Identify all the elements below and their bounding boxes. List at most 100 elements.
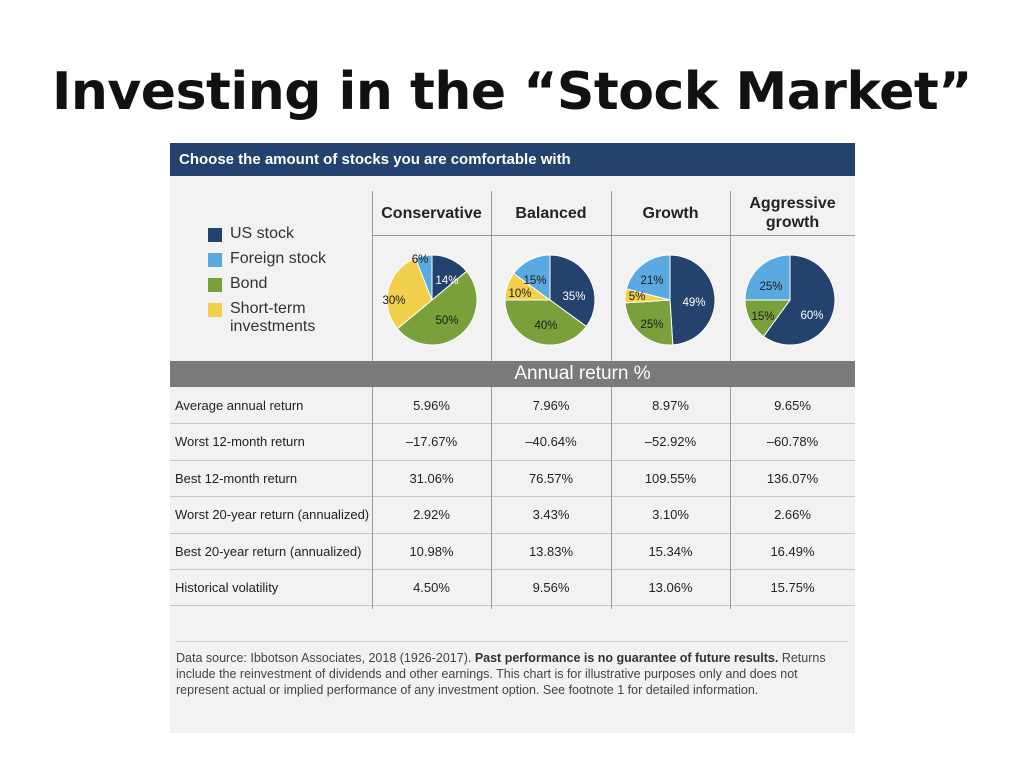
swatch-us-stock: [208, 228, 222, 242]
table-cell: 16.49%: [770, 543, 815, 559]
legend-label: Foreign stock: [230, 250, 327, 267]
col-header-growth: Growth: [611, 191, 730, 235]
pie-slice: [414, 254, 433, 301]
pie-slice-label: 15%: [523, 275, 546, 287]
table-cell: 15.34%: [648, 543, 693, 559]
footnote-source: Data source: Ibbotson Associates, 2018 (…: [176, 651, 475, 665]
row-divider: [170, 459, 855, 461]
annual-return-band: Annual return %: [170, 361, 855, 387]
col-header-balanced: Balanced: [491, 191, 611, 235]
pie-slice-label: 25%: [640, 319, 663, 331]
col-header-label: Growth: [642, 204, 699, 222]
table-cell: –17.67%: [405, 434, 458, 450]
pie-slice-label: 49%: [682, 297, 705, 309]
table-row: Worst 20-year return (annualized) 2.92% 3.…: [170, 496, 855, 532]
column-divider: [730, 387, 731, 610]
legend-label-line2: investments: [230, 318, 316, 335]
panel-banner: Choose the amount of stocks you are comf…: [170, 143, 855, 176]
column-divider: [372, 387, 373, 610]
table-cell: 3.10%: [652, 507, 689, 523]
table-cell: 9.56%: [532, 580, 570, 595]
legend-label: Bond: [230, 275, 268, 292]
legend-item-us-stock: US stock: [208, 225, 326, 250]
footnote-divider: [176, 641, 848, 642]
pie-slice: [396, 270, 478, 346]
column-divider: [611, 191, 612, 361]
column-divider: [730, 191, 731, 361]
legend-item-foreign-stock: Foreign stock: [208, 250, 326, 275]
pie-slice-label: 50%: [435, 315, 458, 327]
table-cell: 2.66%: [774, 507, 811, 523]
pie-slice-label: 15%: [751, 311, 774, 323]
table-cell: 15.75%: [770, 580, 815, 595]
column-divider: [491, 387, 492, 610]
returns-table: Average annual return 5.96% 7.96% 8.97% 9.65…: [170, 387, 855, 611]
column-divider: [372, 191, 373, 361]
pie-slice: [669, 254, 716, 346]
table-row: Best 12-month return 31.06% 76.57% 109.55% 1…: [170, 460, 855, 496]
table-cell: 13.83%: [528, 543, 574, 559]
pie-slice: [549, 254, 596, 328]
pie-slice: [762, 254, 836, 346]
header-underline: [372, 235, 855, 236]
table-cell: 109.55%: [644, 470, 697, 486]
table-cell: 13.06%: [648, 580, 693, 595]
swatch-foreign-stock: [208, 253, 222, 267]
pie-growth: 49% 25% 5% 21%: [624, 254, 716, 346]
row-label: Best 12-month return: [175, 470, 298, 486]
pie-slice: [624, 299, 674, 346]
footnote-details: Returns include the reinvestment of divi…: [176, 651, 826, 697]
row-label: Worst 12-month return: [175, 434, 305, 450]
col-header-line1: Aggressive: [749, 195, 836, 212]
row-divider: [170, 569, 855, 570]
col-header-label: Aggressive growth: [749, 194, 835, 232]
table-cell: 76.57%: [528, 470, 574, 486]
pie-slice-label: 5%: [629, 291, 646, 303]
swatch-bond: [208, 278, 222, 292]
col-header-label: Conservative: [381, 204, 482, 222]
legend: US stock Foreign stock Bond Short-term i…: [208, 225, 326, 340]
table-cell: 136.07%: [766, 470, 819, 486]
table-cell: 4.50%: [413, 580, 450, 595]
col-header-label: Balanced: [515, 204, 587, 222]
swatch-short-term: [208, 303, 222, 317]
pie-slice-label: 40%: [534, 320, 557, 332]
pie-slice-label: 30%: [382, 295, 405, 307]
legend-label-line1: Short-term: [230, 300, 306, 317]
row-label: Average annual return: [175, 398, 304, 413]
table-cell: –60.78%: [766, 434, 819, 450]
table-cell: –52.92%: [644, 434, 697, 450]
table-cell: 8.97%: [652, 398, 689, 413]
pie-conservative: 14% 50% 30% 6%: [382, 254, 478, 346]
pie-slice-label: 21%: [640, 275, 663, 287]
table-row: Average annual return 5.96% 7.96% 8.97% 9.65…: [170, 387, 855, 423]
table-cell: 5.96%: [413, 398, 450, 413]
table-cell: 7.96%: [532, 398, 570, 413]
table-cell: 3.43%: [532, 507, 570, 523]
pie-slice: [625, 254, 671, 301]
col-header-line2: growth: [765, 214, 820, 231]
allocation-panel: Choose the amount of stocks you are comf…: [170, 143, 855, 733]
pie-slice-label: 6%: [412, 254, 429, 266]
legend-label: US stock: [230, 225, 295, 242]
legend-item-short-term: Short-term investments: [208, 300, 326, 340]
table-cell: –40.64%: [525, 434, 577, 450]
col-header-aggressive-growth: Aggressive growth: [730, 191, 855, 235]
col-header-conservative: Conservative: [372, 191, 491, 235]
pie-balanced: 35% 40% 10%15%: [504, 254, 596, 346]
table-cell: 2.92%: [413, 507, 450, 523]
pie-slice-label: 60%: [800, 310, 823, 322]
pie-charts: 14%50%30%6%35%40%10%15%49%25%5%21%60%15%…: [382, 254, 836, 346]
footnote: Data source: Ibbotson Associates, 2018 (…: [176, 650, 851, 698]
table-row: Historical volatility 4.50% 9.56% 13.06% 15.…: [170, 569, 855, 605]
row-divider: [170, 605, 855, 607]
footnote-disclaimer: Past performance is no guarantee of futu…: [474, 651, 779, 665]
row-label: Historical volatility: [175, 580, 279, 595]
table-cell: 10.98%: [409, 543, 454, 559]
table-row: Worst 12-month return –17.67% –40.64% –52.9…: [170, 423, 855, 459]
row-divider: [170, 532, 855, 534]
pie-slice: [744, 254, 791, 301]
pie-slice-label: 14%: [435, 275, 458, 287]
pie-slice-label: 10%: [508, 288, 531, 300]
pie-slice: [512, 254, 551, 301]
